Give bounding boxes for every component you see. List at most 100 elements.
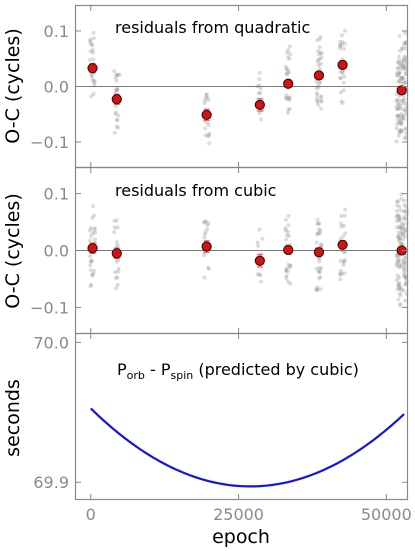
cubic-point-7-105 [399,222,404,227]
cubic-point-4-22 [288,281,293,286]
cubic-point-7-3 [398,226,403,231]
cubic-point-0-14 [91,204,96,209]
quadratic-point-2-1 [206,97,211,102]
quadratic-point-0-11 [90,77,95,82]
cubic-point-1-21 [116,269,121,274]
cubic-point-6-25 [338,277,343,282]
cubic-ytick-label-2: −0.1 [30,298,69,317]
cubic-point-7-17 [396,281,401,286]
quadratic-point-7-27 [401,57,406,62]
cubic-point-2-16 [202,275,207,280]
quadratic-point-3-0 [258,90,263,95]
cubic-point-7-39 [401,266,406,271]
quadratic-point-6-17 [338,76,343,81]
panel-cubic-scatter [88,192,409,308]
quadratic-point-7-62 [404,107,409,112]
quadratic-point-1-3 [114,87,119,92]
cubic-point-7-109 [400,230,405,235]
cubic-point-1-12 [112,230,117,235]
cubic-point-5-30 [319,266,324,271]
quadratic-point-4-4 [284,96,289,101]
cubic-point-7-40 [402,261,407,266]
quadratic-point-7-4 [395,97,400,102]
quadratic-point-0-20 [91,78,96,83]
quadratic-point-5-3 [318,50,323,55]
cubic-point-0-5 [88,268,93,273]
cubic-point-7-8 [401,209,406,214]
quadratic-point-7-51 [398,103,403,108]
quadratic-point-6-25 [337,43,342,48]
period-ytick-label-1: 69.9 [33,473,69,492]
cubic-point-7-82 [403,265,408,270]
quadratic-point-0-1 [91,30,96,35]
cubic-point-7-54 [403,275,408,280]
quadratic-point-5-33 [316,63,321,68]
cubic-point-5-18 [315,231,320,236]
cubic-point-5-5 [319,242,324,247]
quadratic-point-1-15 [114,124,119,129]
quadratic-point-7-11 [403,80,408,85]
cubic-point-7-100 [395,259,400,264]
cubic-point-0-3 [92,226,97,231]
quadratic-point-5-8 [319,94,324,99]
cubic-point-4-7 [285,229,290,234]
cubic-point-7-58 [398,285,403,290]
cubic-point-0-11 [88,228,93,233]
panel-quadratic-scatter [88,28,409,146]
quadratic-point-5-10 [317,45,322,50]
cubic-point-1-17 [116,258,121,263]
quadratic-point-7-55 [404,62,409,67]
quadratic-point-0-8 [92,79,97,84]
quadratic-point-7-57 [395,118,400,123]
cubic-point-7-84 [397,236,402,241]
panel-quadratic-ylabel: O-C (cycles) [2,28,24,143]
cubic-point-7-68 [400,241,405,246]
cubic-point-7-18 [402,198,407,203]
cubic-point-7-30 [404,209,409,214]
cubic-point-1-1 [112,225,117,230]
cubic-point-0-4 [88,238,93,243]
cubic-point-1-16 [114,239,119,244]
quadratic-point-7-65 [403,66,408,71]
quadratic-point-6-19 [340,101,345,106]
quadratic-point-7-22 [397,71,402,76]
cubic-point-7-67 [394,218,399,223]
quadratic-point-3-8 [258,117,263,122]
quadratic-ytick-label-1: 0.0 [44,78,69,97]
cubic-point-1-3 [114,259,119,264]
cubic-point-7-23 [397,265,402,270]
cubic-point-7-76 [403,229,408,234]
quadratic-point-2-16 [202,98,207,103]
cubic-point-6-5 [342,213,347,218]
quadratic-point-7-47 [400,99,405,104]
cubic-point-7-14 [402,217,407,222]
quadratic-point-0-17 [89,73,94,78]
cubic-point-7-22 [399,264,404,269]
quadratic-point-7-115 [395,101,400,106]
cubic-point-6-8 [343,231,348,236]
quadratic-point-7-54 [400,46,405,51]
cubic-point-5-31 [317,221,322,226]
quadratic-point-3-11 [258,86,263,91]
quadratic-point-0-9 [90,43,95,48]
cubic-point-3-7 [257,227,262,232]
cubic-point-0-9 [90,272,95,277]
quadratic-point-4-21 [286,55,291,60]
quadratic-point-7-33 [402,127,407,132]
quadratic-point-7-88 [394,71,399,76]
cubic-point-1-15 [116,266,121,271]
quadratic-point-1-18 [115,88,120,93]
quadratic-point-5-19 [314,91,319,96]
quadratic-point-2-12 [203,133,208,138]
quadratic-point-5-25 [315,59,320,64]
quadratic-point-7-98 [395,73,400,78]
cubic-point-2-4 [206,266,211,271]
cubic-point-5-15 [315,232,320,237]
quadratic-point-7-9 [397,128,402,133]
quadratic-point-1-19 [114,117,119,122]
cubic-point-7-112 [397,214,402,219]
cubic-point-5-11 [317,269,322,274]
quadratic-point-7-48 [401,58,406,63]
cubic-point-0-2 [88,284,93,289]
